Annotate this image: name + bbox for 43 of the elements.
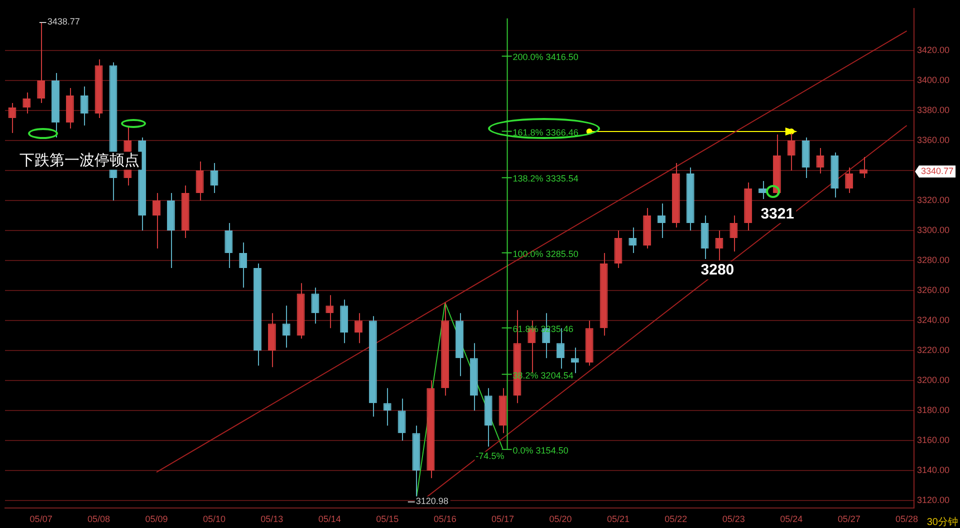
y-tick-label: 3400.00 <box>917 74 950 85</box>
x-tick-label: 05/14 <box>318 514 341 524</box>
x-tick-label: 05/27 <box>838 514 860 524</box>
text: 3340.77 <box>921 166 954 176</box>
x-tick-label: 05/13 <box>260 514 284 524</box>
x-tick-label: 05/07 <box>30 514 52 524</box>
x-tick-label: 05/21 <box>606 514 630 524</box>
x-tick-label: 05/09 <box>145 514 168 524</box>
x-tick-label: 05/15 <box>376 514 399 524</box>
y-tick-label: 3280.00 <box>917 255 950 266</box>
y-tick-label: 3260.00 <box>917 285 950 296</box>
annotation: 3321 <box>760 205 794 222</box>
ref-line-label: 200.0% 3416.50 <box>512 52 578 62</box>
y-tick-label: 3240.00 <box>917 315 950 326</box>
x-tick-label: 05/16 <box>434 514 456 524</box>
y-tick-label: 3300.00 <box>917 225 950 236</box>
x-tick-label: 05/17 <box>492 514 514 524</box>
x-tick-label: 05/28 <box>896 514 918 524</box>
y-tick-label: 3200.00 <box>917 375 950 386</box>
y-tick-label: 3140.00 <box>917 465 950 476</box>
x-tick-label: 05/23 <box>722 514 745 524</box>
annotation: 3120.98 <box>416 496 448 506</box>
x-tick-label: 05/08 <box>88 514 110 524</box>
ref-line-label: 138.2% 3335.54 <box>512 174 578 184</box>
annotation: 下跌第一波停顿点 <box>20 152 140 169</box>
y-tick-label: 3380.00 <box>917 104 950 115</box>
x-tick-label: 05/22 <box>664 514 688 524</box>
y-tick-label: 3360.00 <box>917 134 950 145</box>
ref-line-label: 0.0% 3154.50 <box>512 445 568 456</box>
y-tick-label: 3120.00 <box>917 495 950 506</box>
annotation: 3438.77 <box>47 16 80 26</box>
x-tick-label: 05/24 <box>780 514 803 524</box>
y-tick-label: 3180.00 <box>917 405 950 416</box>
annotation: 3280 <box>700 262 734 279</box>
x-tick-label: 05/10 <box>202 514 226 524</box>
ref-line-label: 161.8% 3366.46 <box>512 127 578 138</box>
annotation: -74.5% <box>476 451 504 462</box>
y-tick-label: 3220.00 <box>917 345 950 356</box>
y-tick-label: 3420.00 <box>917 44 950 55</box>
x-tick-label: 05/20 <box>549 514 572 524</box>
text: 30分钟 <box>926 516 958 528</box>
y-tick-label: 3320.00 <box>917 195 950 205</box>
y-tick-label: 3160.00 <box>917 435 950 446</box>
